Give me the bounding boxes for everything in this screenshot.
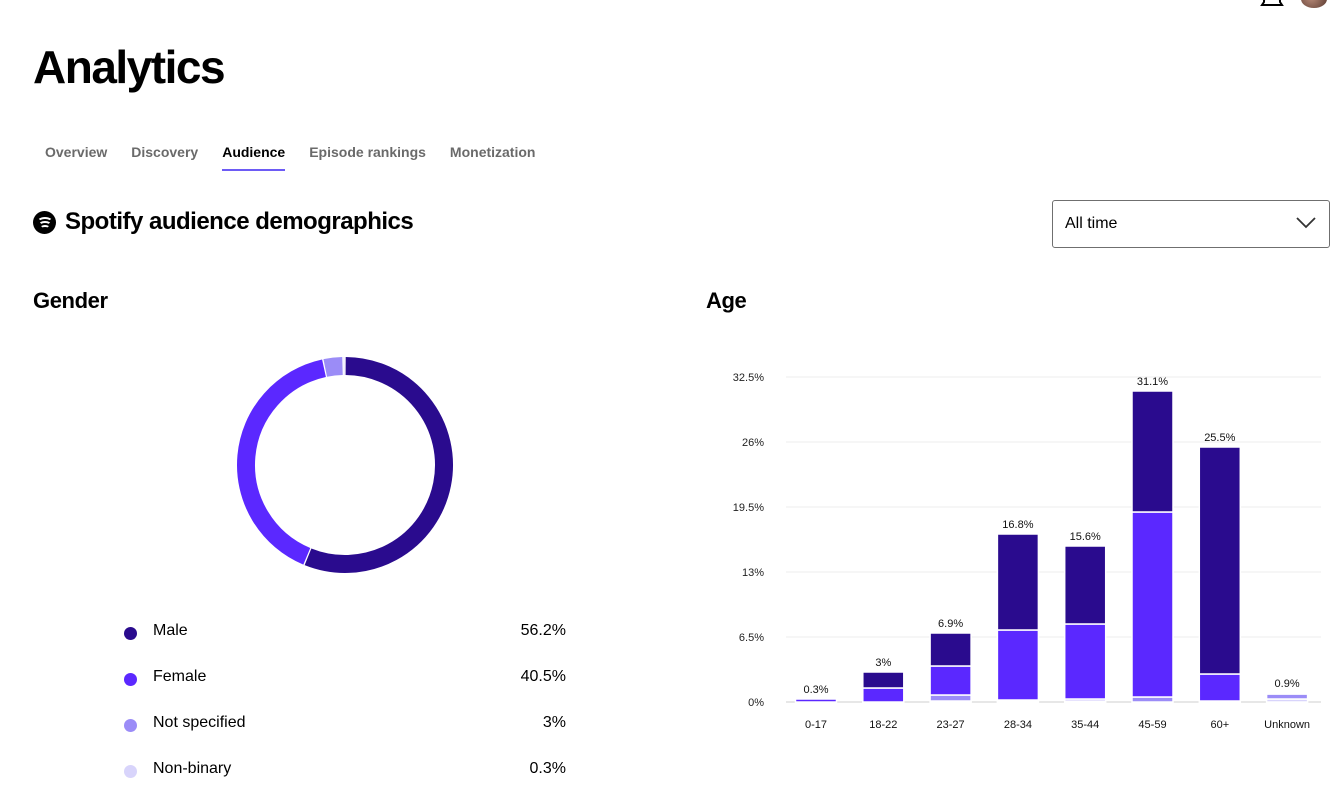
bar-total-label: 15.6% xyxy=(1070,531,1101,543)
tab-bar: Overview Discovery Audience Episode rank… xyxy=(45,144,535,171)
tab-audience[interactable]: Audience xyxy=(222,144,286,171)
x-tick-label: 45-59 xyxy=(1138,719,1166,731)
x-tick-label: 60+ xyxy=(1210,719,1229,731)
legend-value: 40.5% xyxy=(520,668,566,685)
donut-slice-male xyxy=(304,357,453,573)
y-tick-label: 32.5% xyxy=(733,372,764,384)
y-tick-label: 26% xyxy=(742,437,764,449)
legend-label: Non-binary xyxy=(153,760,232,777)
bar-total-label: 31.1% xyxy=(1137,376,1168,388)
gender-legend: Male 56.2% Female 40.5% Not specified 3%… xyxy=(124,620,566,792)
bar-total-label: 3% xyxy=(875,657,891,669)
bar-total-label: 25.5% xyxy=(1204,432,1235,444)
y-tick-label: 6.5% xyxy=(739,632,764,644)
bar-segment-female[interactable] xyxy=(996,629,1040,701)
legend-dot-non-binary xyxy=(124,765,137,778)
avatar[interactable] xyxy=(1301,0,1327,8)
tab-monetization[interactable]: Monetization xyxy=(449,144,536,160)
bar-total-label: 0.3% xyxy=(803,684,828,696)
legend-value: 3% xyxy=(542,714,566,731)
y-tick-label: 13% xyxy=(742,567,764,579)
bar-segment-not-specified[interactable] xyxy=(929,694,972,702)
tab-discovery[interactable]: Discovery xyxy=(131,144,199,160)
bar-total-label: 0.9% xyxy=(1275,678,1300,690)
x-tick-label: 0-17 xyxy=(805,719,827,731)
legend-item-not-specified: Not specified 3% xyxy=(124,712,566,758)
legend-value: 56.2% xyxy=(520,622,566,639)
bar-segment-male[interactable] xyxy=(929,632,972,667)
section-header: Spotify audience demographics xyxy=(33,208,414,236)
age-title: Age xyxy=(706,288,747,313)
bell-icon[interactable] xyxy=(1259,0,1285,10)
x-tick-label: 35-44 xyxy=(1071,719,1099,731)
legend-label: Not specified xyxy=(153,714,246,731)
gender-title: Gender xyxy=(33,288,108,313)
gender-donut-chart xyxy=(237,357,453,573)
bar-segment-male[interactable] xyxy=(862,671,905,689)
legend-dot-not-specified xyxy=(124,719,137,732)
x-tick-label: 28-34 xyxy=(1004,719,1032,731)
bar-total-label: 6.9% xyxy=(938,618,963,630)
legend-item-non-binary: Non-binary 0.3% xyxy=(124,758,566,792)
tab-episode-rankings[interactable]: Episode rankings xyxy=(309,144,426,160)
section-title: Spotify audience demographics xyxy=(65,208,414,235)
legend-dot-male xyxy=(124,627,137,640)
time-range-select[interactable]: All time xyxy=(1052,200,1330,248)
bar-segment-female[interactable] xyxy=(1198,673,1242,702)
bar-segment-female[interactable] xyxy=(929,665,972,696)
x-tick-label: 23-27 xyxy=(937,719,965,731)
legend-label: Female xyxy=(153,668,207,685)
age-bar-chart: 0% 6.5% 13% 19.5% 26% 32.5% 0.3% 0-17 3% 18-22 6.9… xyxy=(733,372,1321,731)
x-tick-label: Unknown xyxy=(1264,719,1310,731)
bar-total-label: 16.8% xyxy=(1002,519,1033,531)
legend-item-female: Female 40.5% xyxy=(124,666,566,712)
bar-segment-male[interactable] xyxy=(1063,545,1107,625)
legend-dot-female xyxy=(124,673,137,686)
bar-segment-female[interactable] xyxy=(1265,692,1309,695)
y-tick-label: 19.5% xyxy=(733,502,764,514)
bar-segment-female[interactable] xyxy=(1063,623,1107,700)
page-title: Analytics xyxy=(33,41,226,93)
bar-segment-male[interactable] xyxy=(1131,390,1174,513)
y-tick-label: 0% xyxy=(748,697,764,709)
time-range-value: All time xyxy=(1065,215,1118,232)
tab-overview[interactable]: Overview xyxy=(45,144,108,160)
legend-label: Male xyxy=(153,622,188,639)
donut-slice-not-specified xyxy=(323,357,343,377)
x-tick-label: 18-22 xyxy=(869,719,897,731)
spotify-icon xyxy=(33,210,56,234)
bar-segment-female[interactable] xyxy=(794,698,838,703)
chevron-down-icon xyxy=(1296,217,1316,229)
legend-value: 0.3% xyxy=(529,760,566,777)
bar-segment-female[interactable] xyxy=(1131,511,1174,698)
topbar-icons xyxy=(1243,0,1333,12)
bar-segment-male[interactable] xyxy=(996,533,1040,631)
bar-segment-male[interactable] xyxy=(1198,446,1242,675)
bar-segment-female[interactable] xyxy=(862,687,905,703)
legend-item-male: Male 56.2% xyxy=(124,620,566,666)
donut-slice-female xyxy=(237,359,327,565)
